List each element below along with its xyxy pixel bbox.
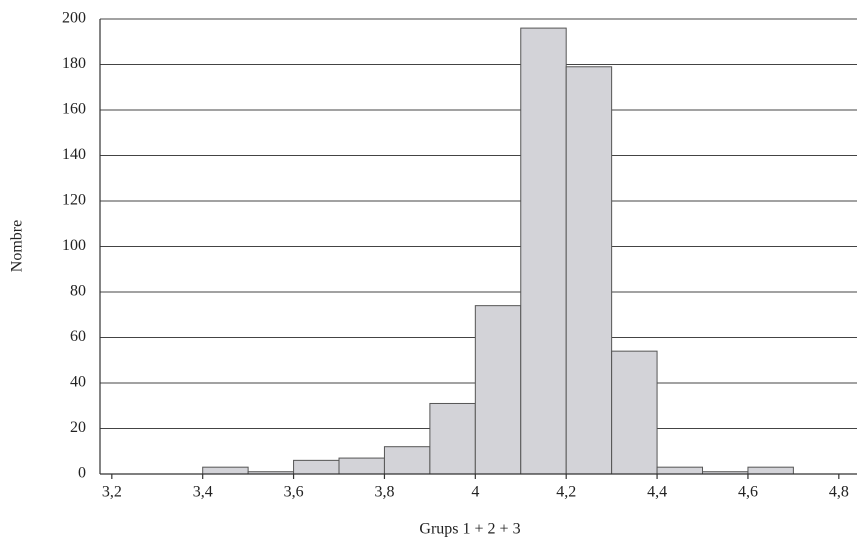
y-tick-label: 0 [78, 465, 86, 482]
bar [656, 466, 704, 475]
y-tick-label: 200 [62, 10, 86, 27]
x-tick-label: 4,2 [556, 484, 576, 501]
bar [611, 350, 658, 475]
bar [429, 402, 476, 475]
x-tick-label: 3,8 [374, 484, 394, 501]
bar [474, 305, 522, 475]
x-tick-label: 4,6 [738, 484, 758, 501]
x-tick-label: 3,4 [193, 484, 213, 501]
x-tick-label: 4 [471, 484, 479, 501]
bar [520, 27, 567, 475]
y-tick-label: 80 [70, 283, 86, 300]
x-tick-label: 3,2 [102, 484, 122, 501]
bar [747, 466, 794, 475]
y-tick-label: 20 [70, 419, 86, 436]
y-axis-label: Nombre [9, 220, 26, 272]
y-tick-label: 40 [70, 374, 86, 391]
y-tick-label: 60 [70, 328, 86, 345]
x-tick-label: 4,8 [829, 484, 849, 501]
bar [338, 457, 385, 475]
x-tick-label: 4,4 [647, 484, 667, 501]
y-tick-label: 140 [62, 146, 86, 163]
bar [202, 466, 249, 475]
y-tick-label: 120 [62, 192, 86, 209]
x-axis-label: Grups 1 + 2 + 3 [419, 521, 520, 538]
y-tick-label: 100 [62, 237, 86, 254]
y-tick-label: 180 [62, 55, 86, 72]
bar [293, 459, 340, 475]
y-tick-label: 160 [62, 101, 86, 118]
bar [565, 66, 613, 475]
x-tick-label: 3,6 [284, 484, 304, 501]
bar [383, 446, 431, 475]
